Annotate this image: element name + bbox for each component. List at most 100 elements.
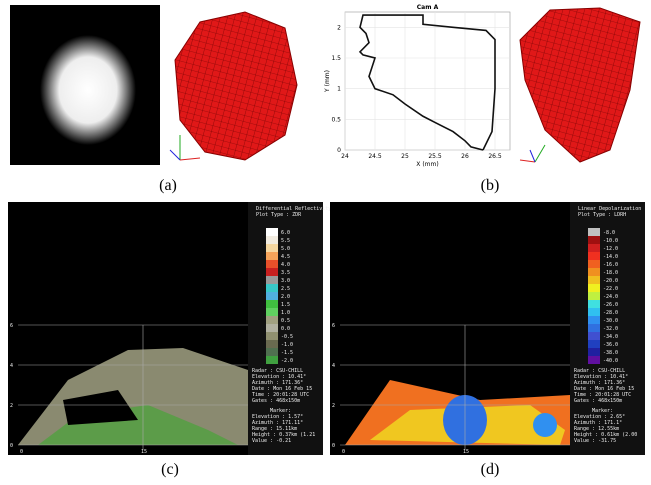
marker-info: Range : 15.11km	[252, 426, 297, 432]
scale-label: 4.0	[281, 262, 290, 268]
color-swatch	[266, 252, 278, 260]
scale-label: 2.0	[281, 294, 290, 300]
x-tick-label: 26	[461, 153, 469, 160]
x-tick-label: 24.5	[368, 153, 382, 160]
color-swatch	[266, 308, 278, 316]
color-swatch	[266, 292, 278, 300]
y-tick-label: 1	[337, 86, 341, 93]
caption: (c)	[161, 461, 179, 478]
color-swatch	[588, 292, 600, 300]
scale-label: -1.0	[281, 342, 293, 348]
marker-info: Value : -0.21	[252, 438, 291, 444]
scale-label: 3.0	[281, 278, 290, 284]
x-axis-label: 15	[463, 449, 469, 455]
y-tick-label: 2	[337, 24, 341, 31]
color-swatch	[588, 284, 600, 292]
marker-info: Azimuth : 171.1°	[574, 420, 622, 426]
scale-label: 4.5	[281, 254, 290, 260]
radar-info: Time : 20:01:28 UTC	[252, 392, 309, 398]
color-swatch	[266, 228, 278, 236]
x-axis-label: 0	[342, 449, 345, 455]
contour-plot: 24 24.5 25 25.5 26 26.5 0 0.5 1 1.5 2 Cam A X (mm) Y …	[324, 4, 511, 168]
color-swatch	[588, 332, 600, 340]
color-swatch	[588, 340, 600, 348]
scale-label: -20.0	[603, 278, 618, 284]
scale-label: 5.5	[281, 238, 290, 244]
x-axis-label: 15	[141, 449, 147, 455]
color-swatch	[266, 316, 278, 324]
scale-label: -40.0	[603, 358, 618, 364]
marker-info: Azimuth : 171.11°	[252, 420, 303, 426]
echo-core	[533, 413, 557, 437]
scale-label: -18.0	[603, 270, 618, 276]
particle-image	[40, 35, 136, 145]
radar-info: Azimuth : 171.36°	[574, 380, 625, 386]
legend-header: Differential Reflectivity	[256, 206, 331, 212]
scale-label: -22.0	[603, 286, 618, 292]
legend-header: Linear Depolarization	[578, 206, 641, 212]
marker-info: Marker:	[592, 408, 613, 414]
scale-label: -28.0	[603, 310, 618, 316]
y-axis-label: 0	[10, 443, 13, 449]
y-axis-label: 2	[10, 403, 13, 409]
plot-area	[344, 11, 511, 151]
mesh-3d	[519, 7, 641, 163]
color-swatch	[266, 268, 278, 276]
marker-info: Marker:	[270, 408, 291, 414]
color-swatch	[588, 308, 600, 316]
scale-label: 6.0	[281, 230, 290, 236]
radar-info: Radar : CSU-CHILL	[574, 368, 625, 374]
scale-label: -0.5	[281, 334, 293, 340]
color-swatch	[588, 348, 600, 356]
scale-label: -26.0	[603, 302, 618, 308]
caption: (d)	[481, 461, 500, 478]
sidebar	[248, 202, 323, 455]
radar-info: Elevation : 10.41°	[252, 374, 306, 380]
color-swatch	[588, 236, 600, 244]
radar-info: Gates : 468x150m	[252, 398, 300, 404]
scale-label: 0.0	[281, 326, 290, 332]
marker-info: Range : 12.55km	[574, 426, 619, 432]
scale-label: -14.0	[603, 254, 618, 260]
color-swatch	[588, 244, 600, 252]
y-axis-label: 6	[10, 323, 13, 329]
color-swatch	[588, 268, 600, 276]
y-tick-label: 1.5	[331, 55, 341, 62]
sidebar	[570, 202, 645, 455]
scale-label: -10.0	[603, 238, 618, 244]
x-axis-label: 0	[20, 449, 23, 455]
outline	[358, 14, 496, 151]
marker-info: Height : 0.61km (2.00	[574, 432, 637, 438]
y-axis-label: 4	[332, 363, 335, 369]
marker-info: Height : 0.37km (1.21	[252, 432, 315, 438]
color-swatch	[266, 348, 278, 356]
scale-label: -30.0	[603, 318, 618, 324]
color-swatch	[266, 300, 278, 308]
color-swatch	[266, 340, 278, 348]
scale-label: 3.5	[281, 270, 290, 276]
radar-info: Radar : CSU-CHILL	[252, 368, 303, 374]
y-axis-label: 6	[332, 323, 335, 329]
y-axis-label: 4	[10, 363, 13, 369]
color-swatch	[266, 244, 278, 252]
radar-info: Time : 20:01:28 UTC	[574, 392, 631, 398]
scale-label: 5.0	[281, 246, 290, 252]
scale-label: -8.0	[603, 230, 615, 236]
scale-label: -34.0	[603, 334, 618, 340]
marker-info: Elevation : 1.57°	[252, 414, 303, 420]
legend-header: Plot Type : ZDR	[256, 212, 302, 218]
radar-info: Azimuth : 171.36°	[252, 380, 303, 386]
color-swatch	[588, 316, 600, 324]
color-swatch	[266, 260, 278, 268]
color-swatch	[266, 276, 278, 284]
scale-label: 1.5	[281, 302, 290, 308]
x-tick-label: 25	[401, 153, 409, 160]
radar-info: Elevation : 10.41°	[574, 374, 628, 380]
color-swatch	[588, 260, 600, 268]
y-tick-label: 0.5	[331, 116, 341, 123]
color-swatch	[266, 356, 278, 364]
axes-triad	[169, 135, 201, 161]
